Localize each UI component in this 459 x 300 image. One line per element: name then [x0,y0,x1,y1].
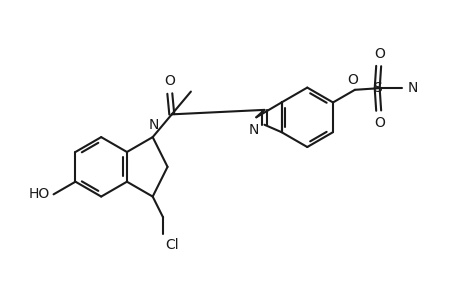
Text: N: N [249,123,259,137]
Text: N: N [148,118,158,132]
Text: O: O [374,116,384,130]
Text: HO: HO [28,187,50,201]
Text: Cl: Cl [165,238,178,252]
Text: S: S [372,81,381,95]
Text: O: O [347,73,358,87]
Text: O: O [164,74,175,88]
Text: O: O [374,47,384,61]
Text: N: N [407,81,417,95]
